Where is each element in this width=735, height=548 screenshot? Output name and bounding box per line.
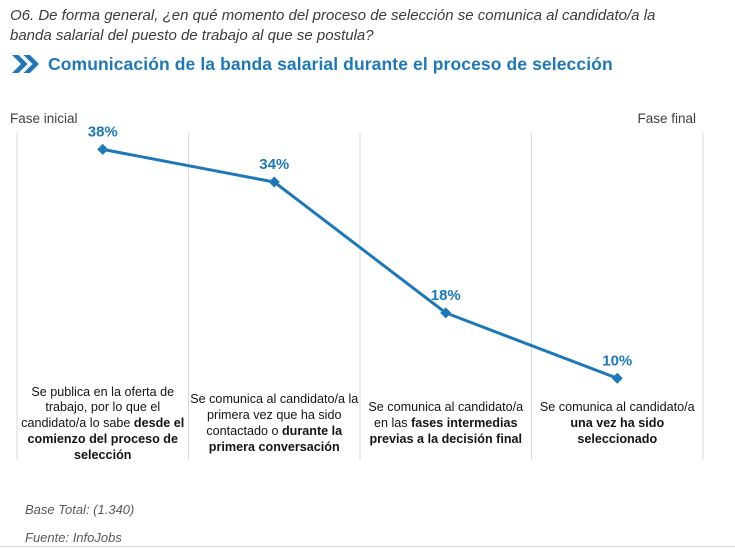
double-chevron-icon <box>12 55 39 73</box>
trend-line <box>102 147 618 380</box>
value-label: 10% <box>602 352 632 369</box>
data-point-marker <box>97 143 109 155</box>
category-label: Se comunica al candidato/a una vez ha si… <box>539 400 695 446</box>
base-total: Base Total: (1.340) <box>25 502 135 517</box>
value-label: 34% <box>259 156 289 173</box>
axis-label-fase-final: Fase final <box>637 111 696 126</box>
bottom-divider <box>0 546 735 547</box>
chart-title: Comunicación de la banda salarial durant… <box>48 53 613 74</box>
chart-title-row: Comunicación de la banda salarial durant… <box>12 53 613 75</box>
data-point-marker <box>611 372 623 384</box>
question-line-2: banda salarial del puesto de trabajo al … <box>10 26 374 44</box>
data-point-marker <box>268 176 280 188</box>
chart-footer: Base Total: (1.340) Fuente: InfoJobs <box>25 502 134 546</box>
question-line-1: O6. De forma general, ¿en qué momento de… <box>10 7 656 24</box>
value-label: 38% <box>88 123 118 140</box>
line-chart: 38% 34% 18% 10% <box>16 123 704 460</box>
source-label: Fuente: InfoJobs <box>25 530 122 545</box>
survey-question: O6. De forma general, ¿en qué momento de… <box>10 6 730 45</box>
value-label: 18% <box>431 287 461 304</box>
category-label: Se comunica al candidato/a en las fases … <box>368 400 524 446</box>
category-label: Se publica en la oferta de trabajo, por … <box>21 384 185 462</box>
axis-label-fase-inicial: Fase inicial <box>10 111 78 126</box>
data-point-marker <box>440 307 452 319</box>
category-label: Se comunica al candidato/a la primera ve… <box>190 392 359 454</box>
